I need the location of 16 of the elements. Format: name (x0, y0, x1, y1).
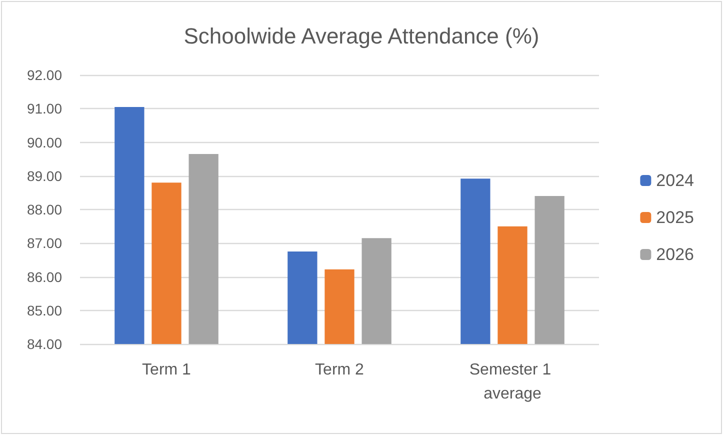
legend-label: 2024 (656, 171, 694, 190)
y-tick-label: 92.00 (26, 67, 62, 83)
y-tick-label: 85.00 (26, 302, 62, 318)
y-tick-label: 88.00 (26, 202, 62, 218)
y-tick-label: 87.00 (26, 235, 62, 252)
x-tick-label: Semester 1 average (469, 362, 556, 402)
y-tick-label: 86.00 (26, 268, 62, 285)
legend-label: 2025 (656, 208, 694, 227)
y-tick-label: 90.00 (26, 134, 62, 150)
x-tick-label: Term 2 (315, 362, 364, 378)
chart-title: Schoolwide Average Attendance (%) (184, 24, 540, 48)
y-tick-label: 89.00 (26, 168, 62, 184)
y-tick-label: 91.00 (26, 100, 62, 117)
y-tick-label: 84.00 (26, 336, 62, 352)
legend-label: 2026 (656, 245, 694, 264)
x-tick-label: Term 1 (142, 362, 192, 378)
